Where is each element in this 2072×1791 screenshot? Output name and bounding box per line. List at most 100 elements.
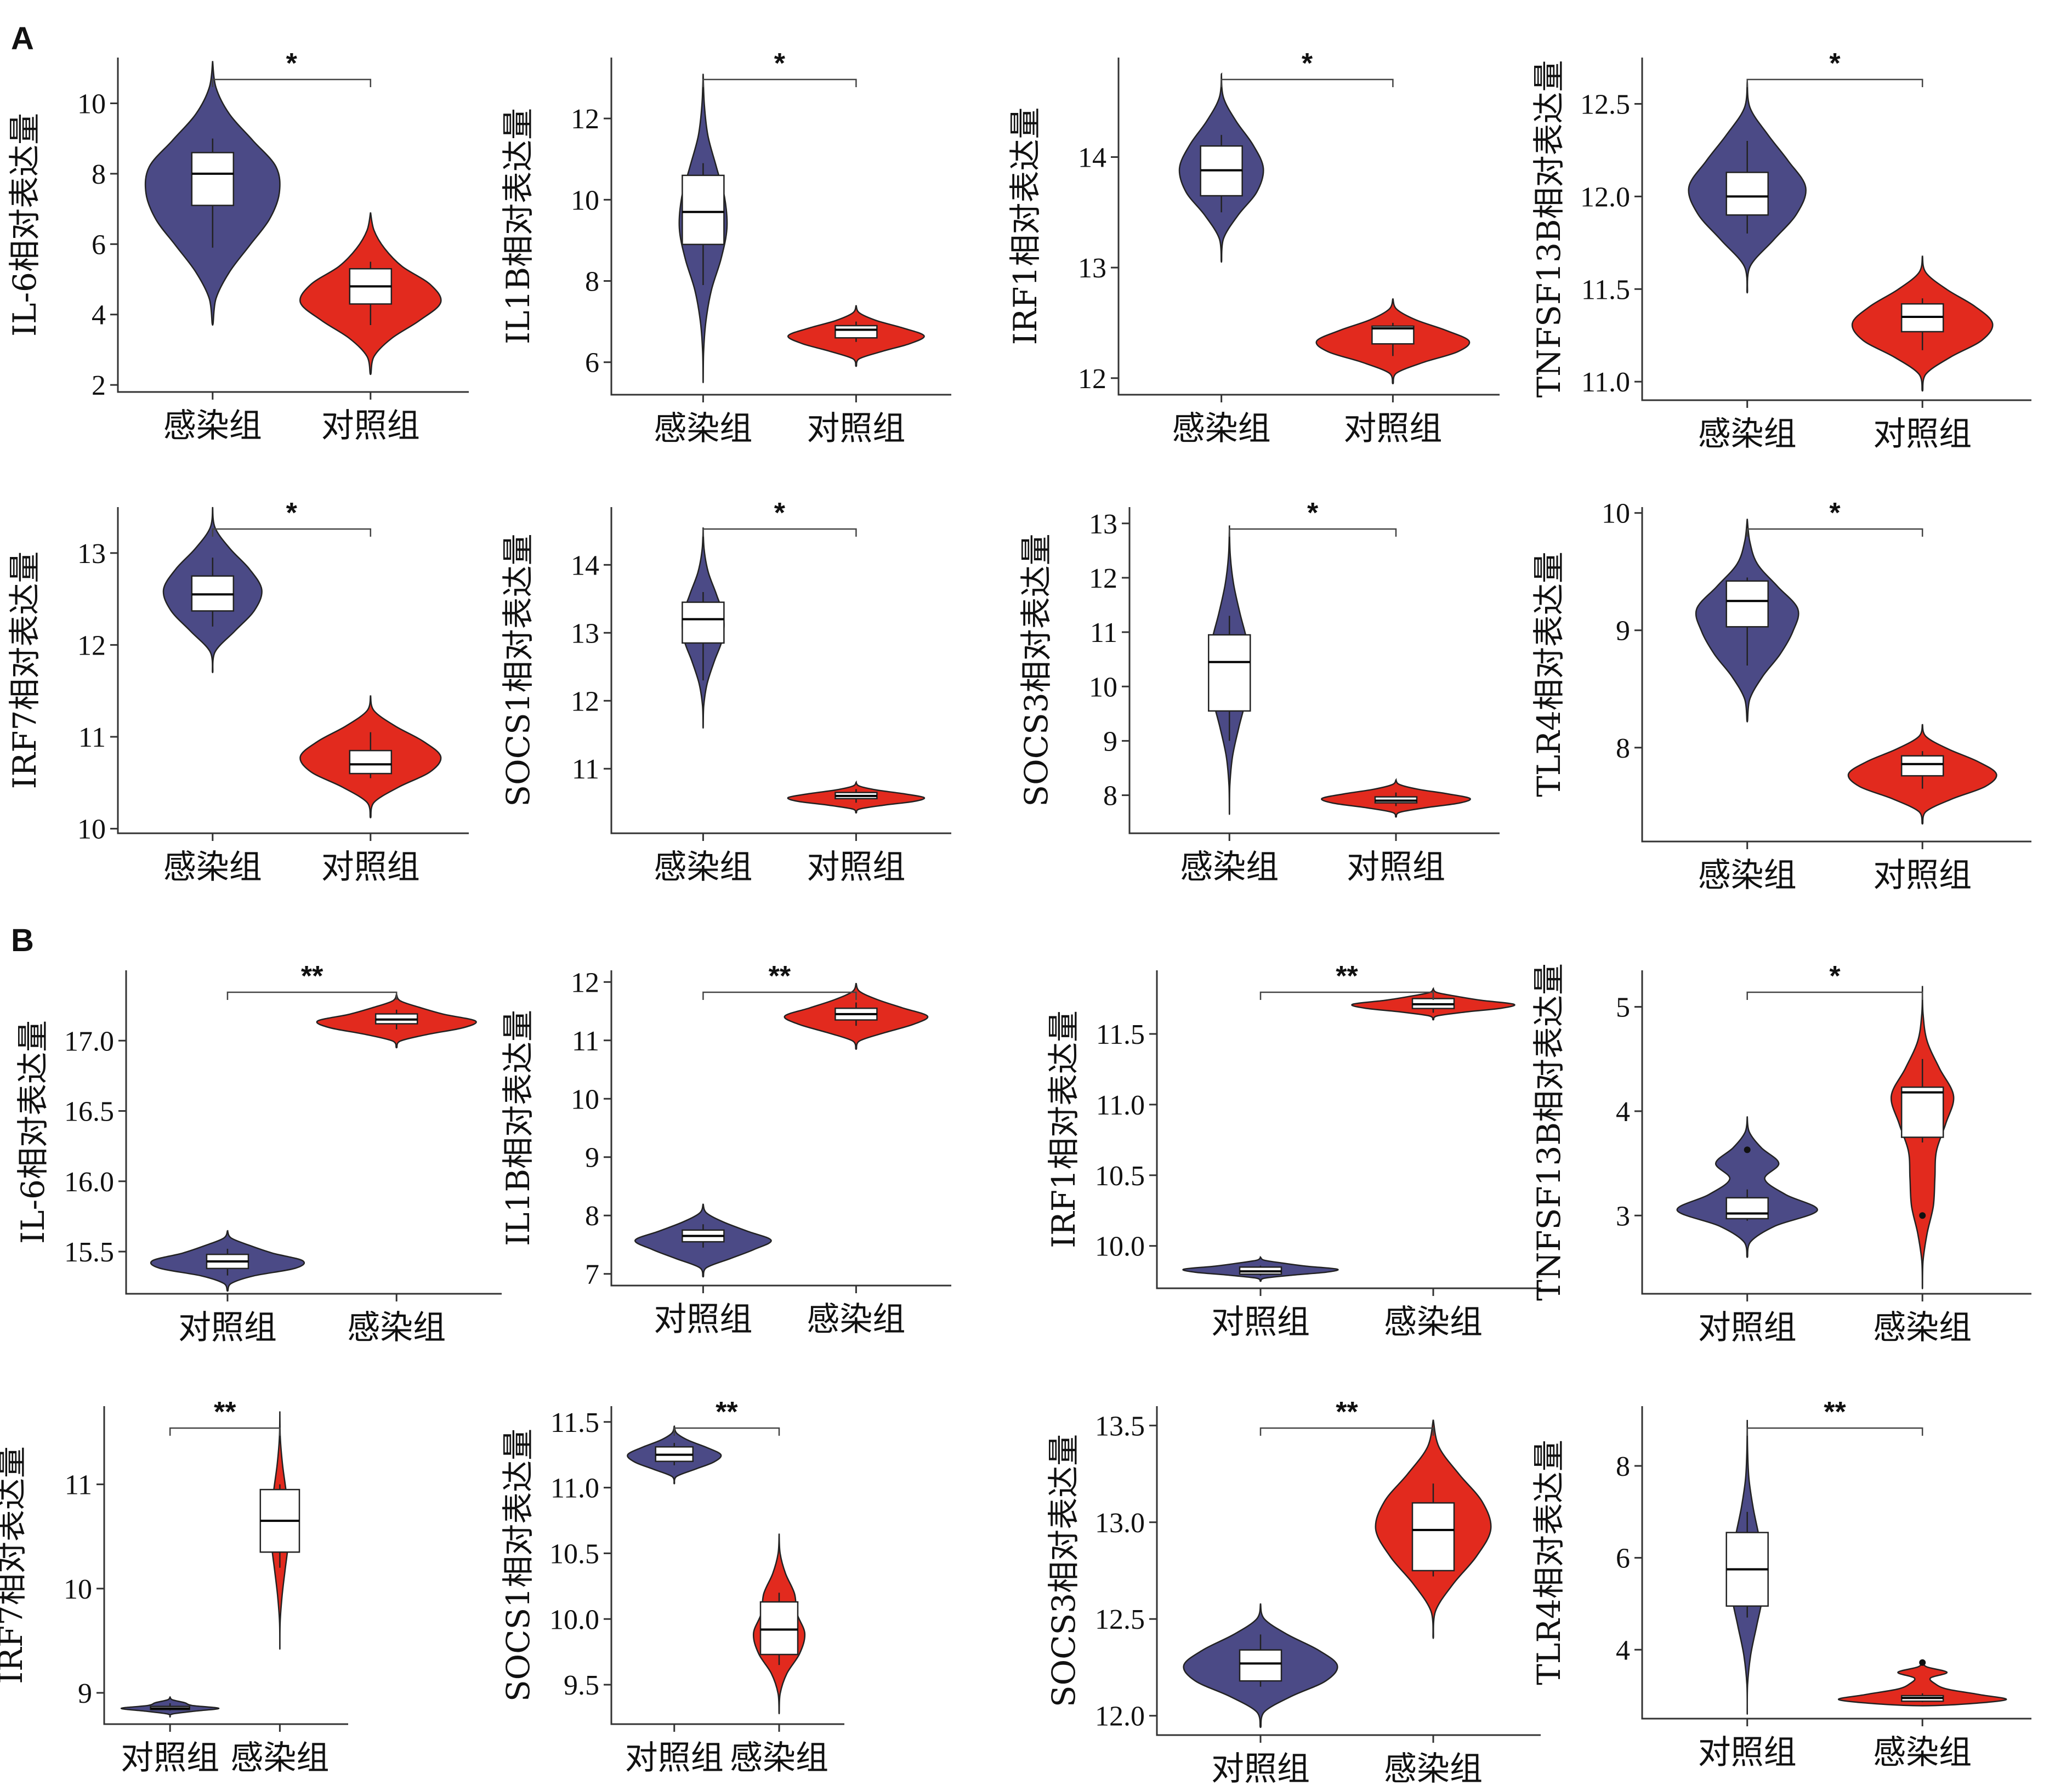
y-axis-label: IRF7相对表达量: [6, 551, 43, 789]
x-category-label: 感染组: [1172, 410, 1271, 448]
y-axis-label: IL-6相对表达量: [6, 113, 43, 337]
significance-bracket: [1259, 1427, 1434, 1436]
significance-stars: **: [716, 1396, 738, 1428]
axis-lines: [117, 507, 469, 834]
chart-panel: 2 4 6 8 10 感染组 对照组 IL-6相对表达量 *: [6, 48, 469, 445]
x-category-label: 对照组: [1698, 1309, 1797, 1347]
y-tick-label: 13: [1089, 509, 1117, 540]
y-tick-label: 14: [571, 550, 599, 581]
y-tick-label: 8: [1616, 733, 1630, 764]
significance-stars: **: [1336, 960, 1358, 992]
y-tick-label: 6: [585, 348, 599, 379]
axis-lines: [610, 507, 951, 834]
y-tick-label: 10: [77, 814, 106, 845]
significance-bracket: [1746, 78, 1923, 87]
chart-panel: 3 4 5 对照组 感染组 TNFSF13B相对表达量 *: [1530, 960, 2031, 1347]
significance-bracket: [702, 528, 857, 537]
axis-lines: [1128, 507, 1500, 834]
chart-panel: 8 9 10 感染组 对照组 TLR4相对表达量 *: [1530, 497, 2031, 895]
x-category-label: 对照组: [1211, 1750, 1310, 1788]
violin-body: [1838, 1659, 2007, 1707]
significance-stars: *: [286, 497, 298, 529]
y-tick-label: 5: [1616, 992, 1630, 1024]
y-tick-label: 12: [77, 630, 106, 661]
axis-lines: [1156, 1406, 1541, 1736]
axis-lines: [610, 1406, 844, 1725]
x-category-label: 感染组: [1384, 1750, 1483, 1788]
y-tick-label: 10.5: [549, 1538, 599, 1570]
y-tick-label: 8: [1103, 781, 1117, 812]
significance-stars: *: [1307, 497, 1319, 529]
x-category-label: 感染组: [1384, 1303, 1483, 1341]
y-tick-label: 10.5: [1095, 1161, 1145, 1192]
chart-panel: 12 13 14 感染组 对照组 IRF1相对表达量 *: [1007, 48, 1500, 448]
significance-bracket: [212, 78, 372, 87]
x-category-label: 感染组: [1180, 848, 1279, 886]
significance-stars: *: [1302, 48, 1313, 79]
y-tick-label: 12: [571, 967, 599, 998]
chart-panel: 15.5 16.0 16.5 17.0 对照组 感染组 IL-6相对表达量 **: [14, 960, 502, 1347]
axis-lines: [1156, 970, 1541, 1289]
x-category-label: 感染组: [1873, 1309, 1972, 1347]
y-tick-label: 11: [572, 1026, 599, 1057]
y-tick-label: 13: [571, 618, 599, 649]
y-tick-label: 12.0: [1095, 1701, 1145, 1732]
x-category-label: 对照组: [321, 848, 420, 886]
y-tick-label: 16.0: [64, 1167, 114, 1198]
x-category-label: 对照组: [1873, 415, 1972, 453]
axis-lines: [1641, 58, 2031, 401]
y-tick-label: 12: [1078, 363, 1106, 395]
y-tick-label: 6: [1616, 1543, 1630, 1574]
y-tick-label: 7: [585, 1259, 599, 1290]
chart-panel: 8 9 10 11 12 13 感染组 对照组 SOCS3相对表达量 *: [1018, 497, 1500, 886]
x-category-label: 感染组: [163, 848, 262, 886]
x-category-label: 对照组: [178, 1309, 277, 1347]
y-tick-label: 11: [65, 1470, 92, 1501]
violin-body: [1676, 1116, 1818, 1258]
chart-panel: 6 8 10 12 感染组 对照组 IL1B相对表达量 *: [499, 48, 951, 448]
y-tick-label: 12.0: [1580, 181, 1630, 213]
box-iqr: [1725, 1197, 1769, 1220]
x-category-label: 对照组: [1343, 410, 1442, 448]
y-tick-label: 12: [571, 104, 599, 135]
y-axis-label: SOCS3相对表达量: [1018, 533, 1055, 806]
x-category-label: 对照组: [1698, 1733, 1797, 1772]
axis-lines: [125, 970, 502, 1295]
x-category-label: 对照组: [625, 1739, 724, 1777]
y-tick-label: 6: [92, 229, 106, 260]
y-tick-label: 12: [571, 686, 599, 717]
y-tick-label: 11.5: [550, 1407, 599, 1439]
significance-stars: **: [1336, 1396, 1358, 1428]
x-category-label: 对照组: [1211, 1303, 1310, 1341]
axis-lines: [117, 58, 469, 393]
y-tick-label: 4: [1616, 1635, 1630, 1666]
axis-lines: [1641, 1406, 2031, 1720]
y-tick-label: 8: [585, 266, 599, 298]
significance-stars: *: [774, 497, 786, 529]
y-tick-label: 10: [571, 1084, 599, 1115]
axis-lines: [103, 1406, 348, 1725]
y-tick-label: 16.5: [64, 1096, 114, 1128]
y-tick-label: 11.5: [1581, 274, 1630, 305]
y-tick-label: 10: [64, 1574, 92, 1605]
outlier-point: [1919, 1212, 1926, 1219]
y-tick-label: 9: [1103, 726, 1117, 757]
y-tick-label: 11: [78, 722, 106, 753]
x-category-label: 对照组: [1873, 856, 1972, 895]
box-iqr: [1900, 755, 1944, 777]
significance-bracket: [702, 78, 857, 87]
y-axis-label: IRF1相对表达量: [1007, 107, 1044, 345]
y-tick-label: 10: [571, 185, 599, 216]
x-category-label: 感染组: [163, 407, 262, 445]
y-axis-label: IL1B相对表达量: [499, 1010, 537, 1246]
y-axis-label: TNFSF13B相对表达量: [1530, 60, 1568, 397]
box-iqr: [1900, 1086, 1944, 1138]
x-category-label: 感染组: [1698, 856, 1797, 895]
y-tick-label: 11.0: [1096, 1090, 1145, 1121]
significance-bracket: [169, 1427, 281, 1436]
y-axis-label: SOCS3相对表达量: [1045, 1434, 1082, 1707]
x-category-label: 对照组: [121, 1739, 219, 1777]
significance-stars: *: [774, 48, 786, 79]
y-tick-label: 9: [585, 1142, 599, 1174]
